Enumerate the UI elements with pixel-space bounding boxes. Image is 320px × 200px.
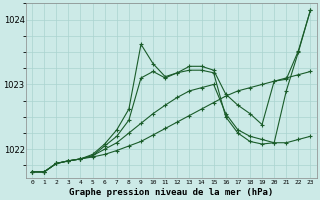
X-axis label: Graphe pression niveau de la mer (hPa): Graphe pression niveau de la mer (hPa) — [69, 188, 273, 197]
